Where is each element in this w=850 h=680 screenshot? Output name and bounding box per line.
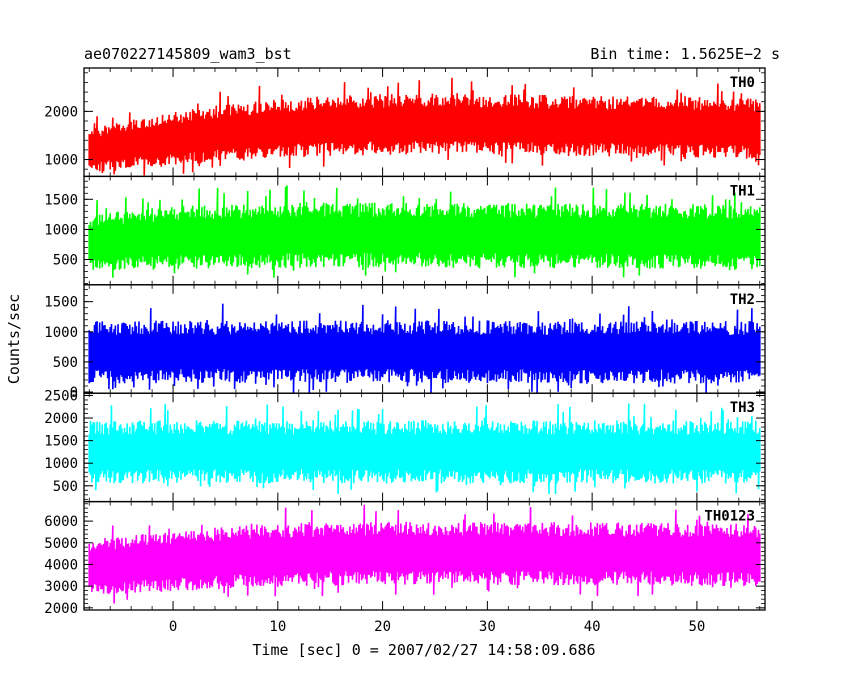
y-tick-label: 2000 (44, 411, 78, 427)
y-tick-label: 1000 (44, 222, 78, 238)
series-th0123 (88, 504, 761, 604)
panel-stack: 1000 2000 TH0 500 1000 1500 TH1 0 500 1000 1500 TH2… (44, 67, 766, 617)
y-tick-label: 1000 (44, 153, 78, 169)
y-tick-label: 2500 (44, 388, 78, 404)
x-axis-title: Time [sec] 0 = 2007/02/27 14:58:09.686 (252, 641, 595, 659)
panel-label: TH0 (730, 75, 755, 91)
panel-label: TH0123 (704, 509, 755, 525)
panel-th0: 1000 2000 TH0 (44, 67, 766, 178)
panel-th0123: 2000 3000 4000 5000 6000 TH0123 (44, 500, 766, 617)
y-tick-label: 500 (53, 479, 78, 495)
y-tick-label: 500 (53, 355, 78, 371)
x-tick-label: 10 (269, 619, 286, 635)
panel-th3: 500 1000 1500 2000 2500 TH3 (44, 388, 766, 503)
y-tick-label: 6000 (44, 514, 78, 530)
panel-label: TH3 (730, 400, 755, 416)
y-tick-label: 2000 (44, 104, 78, 120)
y-tick-label: 1500 (44, 434, 78, 450)
y-tick-label: 1000 (44, 456, 78, 472)
series-th3 (88, 403, 761, 495)
panel-th1: 500 1000 1500 TH1 (44, 175, 766, 286)
panel-label: TH1 (730, 183, 755, 199)
series-th1 (88, 185, 761, 278)
series-th0 (88, 77, 761, 176)
panel-th2: 0 500 1000 1500 TH2 (44, 284, 766, 401)
y-tick-label: 2000 (44, 601, 78, 617)
bin-time-label: Bin time: 1.5625E−2 s (590, 45, 780, 63)
y-tick-label: 3000 (44, 579, 78, 595)
chart-title: ae070227145809_wam3_bst (84, 45, 292, 63)
y-tick-label: 1500 (44, 295, 78, 311)
y-tick-label: 1000 (44, 325, 78, 341)
x-tick-label: 20 (374, 619, 391, 635)
x-tick-label: 40 (584, 619, 601, 635)
y-tick-label: 500 (53, 253, 78, 269)
y-tick-label: 5000 (44, 536, 78, 552)
y-tick-label: 1500 (44, 192, 78, 208)
x-axis: 0 10 20 30 40 50 (169, 619, 705, 635)
x-tick-label: 0 (169, 619, 177, 635)
series-th2 (88, 303, 761, 394)
x-tick-label: 30 (479, 619, 496, 635)
panel-label: TH2 (730, 292, 755, 308)
x-tick-label: 50 (688, 619, 705, 635)
y-axis-title: Counts/sec (5, 294, 23, 384)
y-tick-label: 0 (70, 385, 78, 401)
y-tick-label: 4000 (44, 557, 78, 573)
